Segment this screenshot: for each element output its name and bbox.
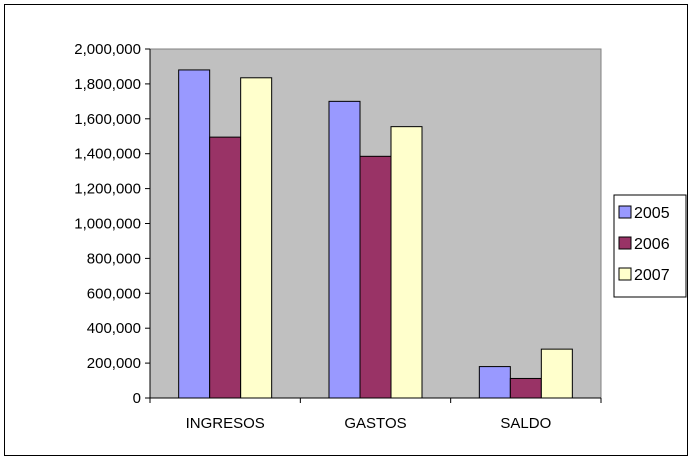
bar-chart: 0 200,000 400,000 600,000 800,000 1,000,000 1,… xyxy=(74,41,687,432)
y-tick-label: 200,000 xyxy=(87,355,141,372)
y-tick-label: 1,000,000 xyxy=(74,216,141,233)
legend-swatch-2006 xyxy=(618,236,632,250)
y-tick-label: 800,000 xyxy=(87,250,141,267)
legend-swatch-2005 xyxy=(618,205,632,219)
bar-2006-saldo xyxy=(509,377,542,399)
y-tick-label: 2,000,000 xyxy=(74,41,141,58)
y-tick-label: 1,800,000 xyxy=(74,76,141,93)
chart-frame: 0 200,000 400,000 600,000 800,000 1,000,000 1,… xyxy=(4,4,688,456)
bar-2005-gastos xyxy=(328,100,361,399)
x-tick-label: GASTOS xyxy=(344,415,406,432)
legend-label-2005: 2005 xyxy=(634,205,670,222)
legend-swatch-2007 xyxy=(618,267,632,281)
bar-2005-ingresos xyxy=(178,69,211,399)
y-tick-label: 600,000 xyxy=(87,285,141,302)
bar-2007-ingresos xyxy=(240,77,273,399)
y-tick-label: 400,000 xyxy=(87,320,141,337)
bar-2007-saldo xyxy=(540,348,573,399)
x-tick-label: INGRESOS xyxy=(186,415,265,432)
bar-2006-ingresos xyxy=(209,136,242,399)
legend-label-2007: 2007 xyxy=(634,267,670,284)
y-tick-label: 1,600,000 xyxy=(74,111,141,128)
y-tick-label: 0 xyxy=(133,390,141,407)
y-tick-label: 1,200,000 xyxy=(74,181,141,198)
bar-2005-saldo xyxy=(478,366,511,399)
legend-label-2006: 2006 xyxy=(634,236,670,253)
y-tick-label: 1,400,000 xyxy=(74,146,141,163)
bar-2007-gastos xyxy=(390,126,423,399)
bar-2006-gastos xyxy=(359,155,392,399)
x-tick-label: SALDO xyxy=(500,415,551,432)
